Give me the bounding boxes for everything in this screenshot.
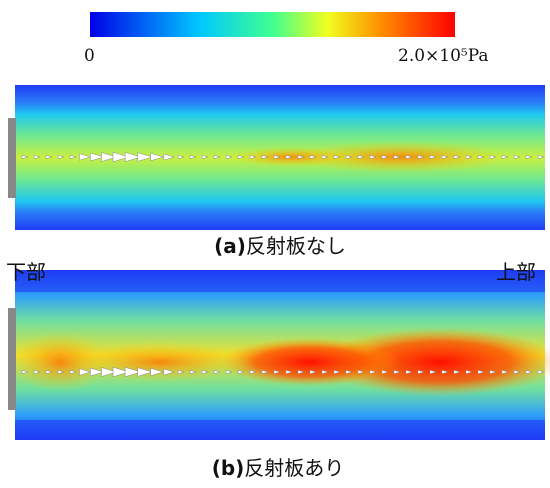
left-label: 下部	[6, 256, 46, 285]
caption-tag: (b)	[212, 456, 245, 480]
reflector-plate	[8, 118, 16, 198]
colorbar-min-label: 0	[84, 46, 95, 66]
reflector-plate	[8, 308, 16, 410]
caption-text: 反射板なし	[246, 234, 346, 258]
figure: 0 2.0×10⁵Pa (a)反射板なし 下部 上部 (b)反射板あり	[0, 0, 550, 488]
caption-a: (a)反射板なし	[214, 230, 346, 259]
colorbar	[90, 12, 455, 37]
right-label: 上部	[496, 256, 536, 285]
caption-tag: (a)	[214, 234, 246, 258]
caption-b: (b)反射板あり	[212, 452, 345, 481]
colorbar-max-label: 2.0×10⁵Pa	[398, 46, 489, 66]
panel-b-field	[8, 270, 550, 440]
caption-text: 反射板あり	[244, 456, 344, 480]
